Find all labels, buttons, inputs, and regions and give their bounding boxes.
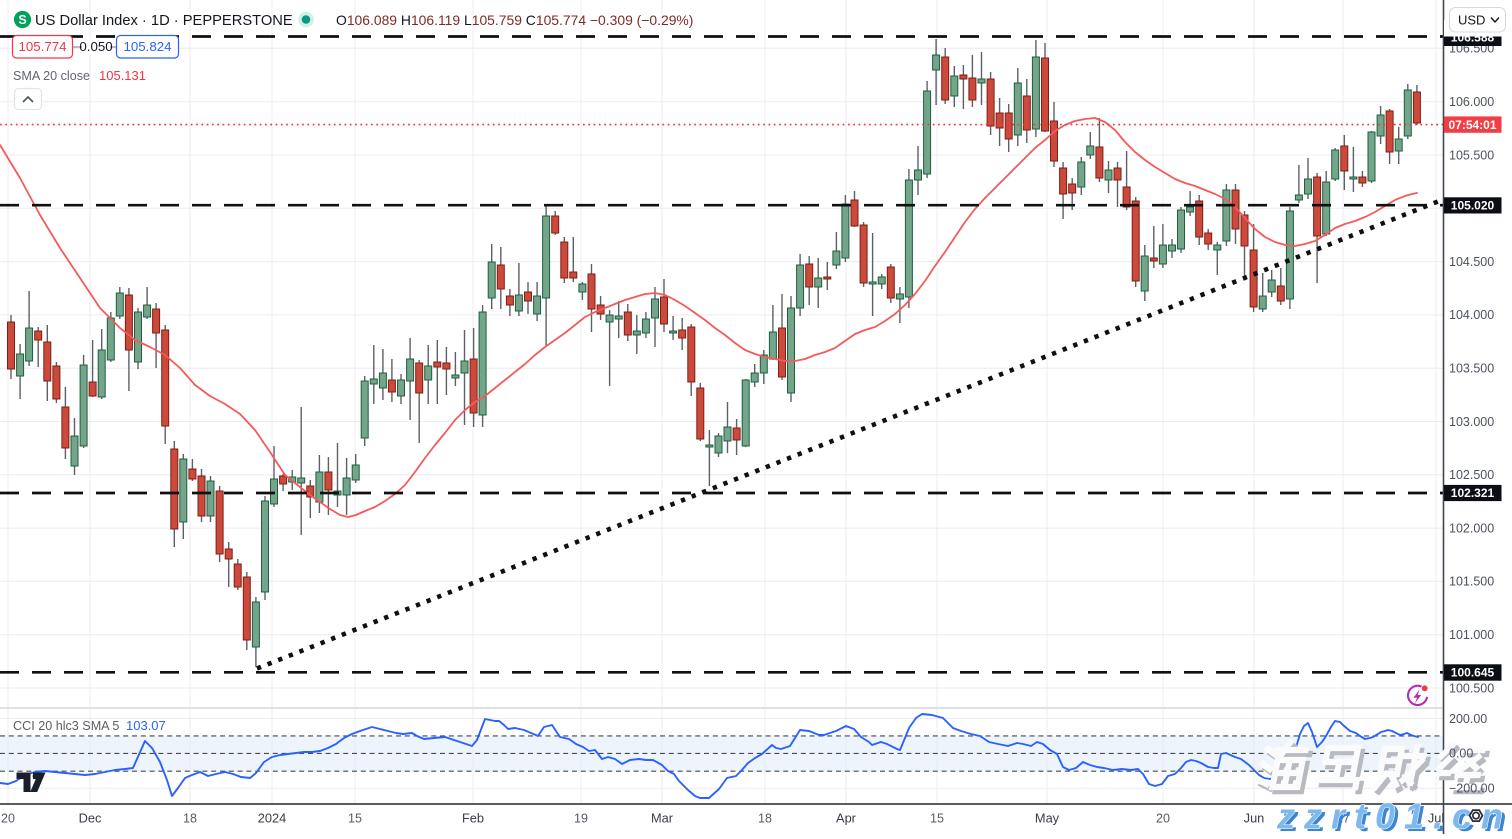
svg-text:104.000: 104.000 — [1449, 308, 1494, 322]
svg-text:0.00: 0.00 — [1449, 747, 1473, 761]
svg-text:zzrt01.cn: zzrt01.cn — [1276, 796, 1512, 835]
svg-text:100.500: 100.500 — [1449, 681, 1494, 695]
svg-text:101.000: 101.000 — [1449, 628, 1494, 642]
svg-text:18: 18 — [758, 812, 772, 826]
svg-text:20: 20 — [1156, 812, 1170, 826]
svg-text:103.000: 103.000 — [1449, 415, 1494, 429]
svg-text:CCI 20 hlc3 SMA 5: CCI 20 hlc3 SMA 5 — [13, 719, 119, 733]
svg-text:USD: USD — [1458, 13, 1485, 28]
svg-text:103.500: 103.500 — [1449, 362, 1494, 376]
svg-text:106.000: 106.000 — [1449, 95, 1494, 109]
svg-text:105.500: 105.500 — [1449, 148, 1494, 162]
svg-text:105.824: 105.824 — [123, 39, 171, 54]
svg-text:Dec: Dec — [79, 811, 102, 826]
svg-text:200.00: 200.00 — [1449, 712, 1487, 726]
svg-text:20: 20 — [1, 812, 15, 826]
svg-text:101.500: 101.500 — [1449, 575, 1494, 589]
svg-text:SMA 20 close: SMA 20 close — [13, 69, 90, 83]
svg-text:102.000: 102.000 — [1449, 521, 1494, 535]
svg-text:15: 15 — [930, 812, 944, 826]
svg-text:102.321: 102.321 — [1451, 486, 1495, 500]
svg-text:2024: 2024 — [258, 811, 286, 826]
svg-text:zzrt01.cn: zzrt01.cn — [1279, 798, 1512, 834]
svg-text:18: 18 — [183, 812, 197, 826]
svg-text:105.774: 105.774 — [18, 39, 66, 54]
svg-text:0.050: 0.050 — [79, 39, 112, 54]
svg-text:07:54:01: 07:54:01 — [1448, 118, 1496, 132]
svg-text:−200.00: −200.00 — [1449, 782, 1495, 796]
svg-text:100.645: 100.645 — [1451, 666, 1495, 680]
svg-text:Apr: Apr — [836, 811, 857, 826]
svg-text:Feb: Feb — [462, 811, 484, 826]
svg-text:104.500: 104.500 — [1449, 255, 1494, 269]
svg-text:Mar: Mar — [651, 811, 674, 826]
svg-text:102.500: 102.500 — [1449, 468, 1494, 482]
svg-text:O106.089 H106.119 L105.759 C10: O106.089 H106.119 L105.759 C105.774 −0.3… — [336, 12, 693, 28]
svg-text:May: May — [1035, 811, 1060, 826]
svg-text:Jul: Jul — [1428, 811, 1444, 826]
svg-text:105.020: 105.020 — [1451, 199, 1495, 213]
svg-text:103.07: 103.07 — [126, 718, 166, 733]
svg-text:105.131: 105.131 — [99, 68, 146, 83]
svg-text:17: 17 — [1336, 812, 1350, 826]
svg-text:Jun: Jun — [1244, 811, 1265, 826]
svg-text:19: 19 — [574, 812, 588, 826]
svg-text:US Dollar Index · 1D · PEPPERS: US Dollar Index · 1D · PEPPERSTONE — [35, 13, 293, 29]
svg-text:S: S — [18, 13, 26, 27]
svg-text:15: 15 — [348, 812, 362, 826]
